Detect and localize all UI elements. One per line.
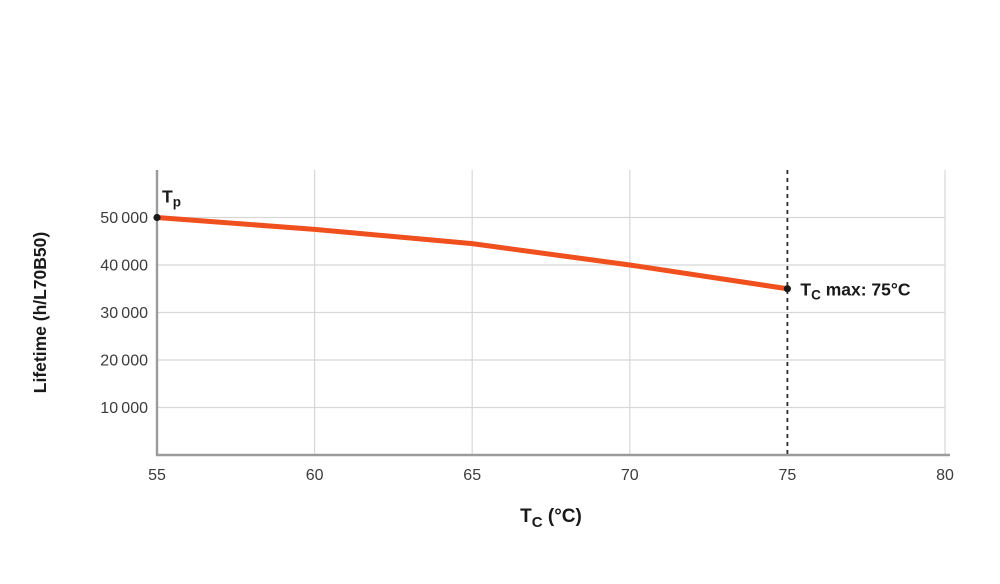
data-point-marker (153, 213, 161, 222)
x-tick-label: 60 (306, 467, 324, 484)
y-tick-label: 20 000 (100, 353, 148, 370)
x-tick-label: 80 (936, 467, 954, 484)
x-axis-title: TC (°C) (520, 506, 582, 531)
x-tick-label: 75 (779, 467, 797, 484)
y-axis-title: Lifetime (h/L70B50) (30, 232, 50, 393)
tp-annotation: Tp (162, 187, 181, 210)
y-tick-label: 10 000 (100, 400, 148, 417)
grid-lines (157, 170, 946, 455)
lifetime-series-line (154, 215, 790, 292)
y-tick-label: 40 000 (100, 258, 148, 275)
x-tick-label: 65 (463, 467, 481, 484)
x-tick-label: 55 (148, 467, 166, 484)
y-tick-label: 30 000 (100, 305, 148, 322)
x-tick-label: 70 (621, 467, 639, 484)
tc-max-annotation: TC max: 75°C (800, 279, 910, 302)
y-tick-labels: 10 000 20 000 30 000 40 000 50 000 (100, 210, 148, 417)
data-point-marker (783, 285, 792, 293)
y-tick-label: 50 000 (100, 210, 148, 227)
x-tick-labels: 55 60 65 70 75 80 (148, 467, 954, 484)
